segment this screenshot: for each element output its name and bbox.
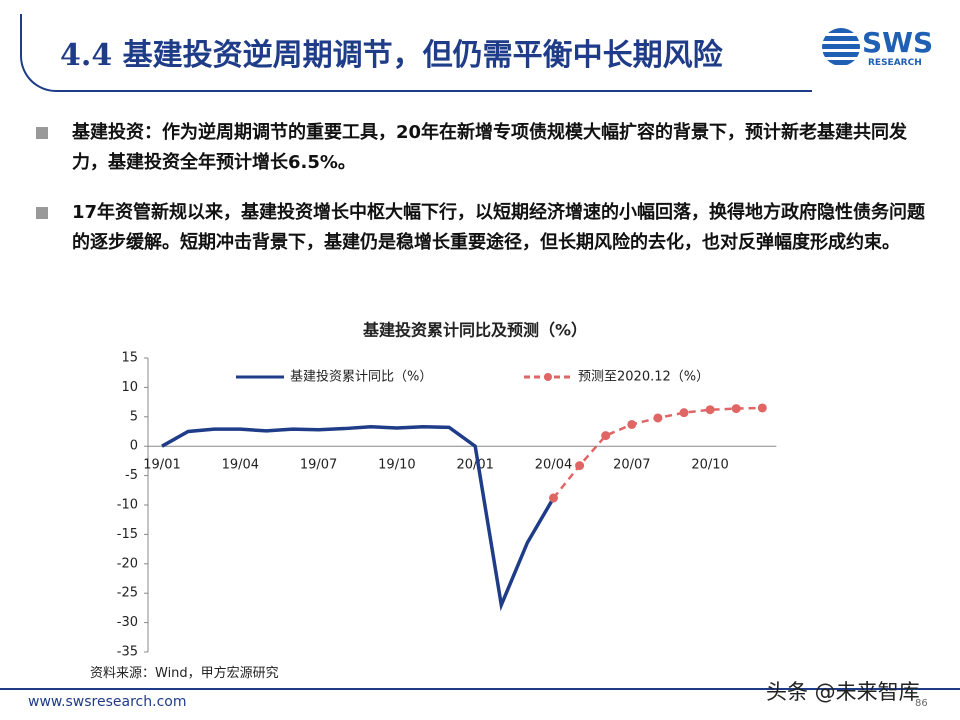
y-tick-label: -35 — [117, 645, 138, 660]
marker — [601, 431, 611, 441]
logo-sub: RESEARCH — [868, 58, 922, 68]
x-tick-label: 20/07 — [613, 458, 650, 473]
y-tick-label: 10 — [121, 380, 138, 395]
watermark: 头条 @未来智库 — [766, 680, 920, 704]
x-tick-label: 19/04 — [222, 458, 259, 473]
marker — [705, 405, 715, 415]
line — [161, 425, 556, 612]
chart-title: 基建投资累计同比及预测（%） — [362, 321, 587, 340]
bullet: 17年资管新规以来，基建投资增长中枢大幅下行，以短期经济增速的小幅回落，换得地方… — [36, 198, 936, 258]
legend-marker — [544, 373, 552, 381]
page-number: 86 — [915, 698, 928, 709]
x-tick-label: 20/10 — [691, 458, 728, 473]
y-tick-label: 0 — [130, 439, 138, 454]
marker — [627, 419, 637, 429]
header-frame — [20, 14, 812, 92]
y-tick-label: 5 — [130, 409, 138, 424]
footer-url: www.swsresearch.com — [28, 694, 187, 710]
legend-label: 预测至2020.12（%） — [578, 370, 709, 385]
x-tick-label: 19/10 — [378, 458, 415, 473]
marker — [549, 493, 558, 503]
footer-line — [0, 688, 960, 690]
x-tick-label: 19/01 — [143, 458, 180, 473]
y-tick-label: -15 — [117, 527, 138, 542]
marker — [653, 413, 663, 423]
y-tick-label: 15 — [121, 351, 138, 366]
x-tick-label: 20/04 — [535, 458, 572, 473]
logo: SWS RESEARCH — [822, 24, 940, 70]
logo-text: SWS — [862, 26, 934, 59]
marker — [679, 408, 689, 418]
y-tick-label: -10 — [117, 498, 138, 513]
x-tick-label: 20/01 — [456, 458, 493, 473]
bullet: 基建投资：作为逆周期调节的重要工具，20年在新增专项债规模大幅扩容的背景下，预计… — [36, 118, 936, 178]
marker — [757, 403, 767, 413]
marker — [575, 461, 585, 471]
y-tick-label: -25 — [117, 586, 138, 601]
logo-icon — [822, 28, 860, 66]
slide-title: 4.4 基建投资逆周期调节，但仍需平衡中长期风险 — [60, 38, 723, 73]
x-tick-label: 19/07 — [300, 458, 337, 473]
marker — [731, 404, 741, 414]
y-tick-label: -20 — [117, 556, 138, 571]
y-tick-label: -5 — [125, 468, 138, 483]
y-tick-label: -30 — [117, 615, 138, 630]
source: 资料来源：Wind，甲方宏源研究 — [90, 666, 279, 681]
legend-label: 基建投资累计同比（%） — [290, 369, 432, 385]
chart: 基建投资累计同比及预测（%） -35 -30 -25 -20 -15 -10 -5 0 5 10 1… — [117, 321, 777, 660]
